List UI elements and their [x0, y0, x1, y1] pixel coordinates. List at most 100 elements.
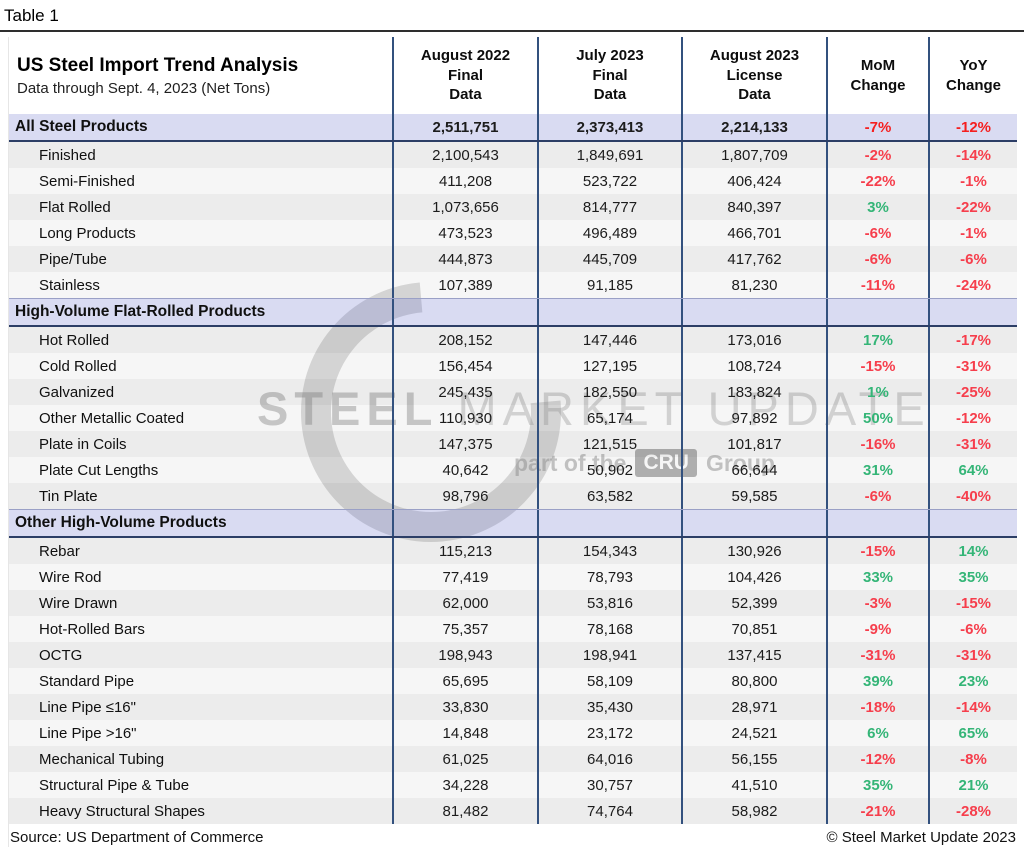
product-label: OCTG: [9, 642, 394, 668]
product-label: Galvanized: [9, 379, 394, 405]
value-cell: 64,016: [539, 746, 683, 772]
value-cell: 445,709: [539, 246, 683, 272]
table-row: Plate Cut Lengths 40,642 50,902 66,644 31% 64…: [9, 457, 1017, 483]
value-cell: 78,168: [539, 616, 683, 642]
product-label: All Steel Products: [9, 114, 394, 140]
percent-change-cell: 14%: [958, 542, 989, 560]
percent-change-cell: 3%: [828, 194, 930, 220]
table-row: Flat Rolled 1,073,656 814,777 840,397 3% -22%: [9, 194, 1017, 220]
percent-change-cell: -6%: [828, 483, 930, 509]
value-cell: 63,582: [539, 483, 683, 509]
value-cell: 104,426: [683, 564, 828, 590]
value-cell: 198,941: [539, 642, 683, 668]
product-label: Line Pipe ≤16": [9, 694, 394, 720]
value-cell: 182,550: [539, 379, 683, 405]
value-cell: 58,982: [683, 798, 828, 824]
value-cell: 91,185: [539, 272, 683, 298]
column-header: August 2023 License Data: [683, 37, 828, 114]
percent-change-cell: -15%: [828, 353, 930, 379]
percent-change-cell: -22%: [828, 168, 930, 194]
copyright-note: © Steel Market Update 2023: [826, 829, 1017, 846]
product-label: Tin Plate: [9, 483, 394, 509]
value-cell: 65,695: [394, 668, 539, 694]
percent-change-cell: -11%: [828, 272, 930, 298]
percent-change-cell: 31%: [828, 457, 930, 483]
column-header: MoM Change: [828, 37, 930, 114]
product-label: Wire Rod: [9, 564, 394, 590]
value-cell: 173,016: [683, 327, 828, 353]
value-cell: [683, 510, 828, 536]
column-header: July 2023 Final Data: [539, 37, 683, 114]
percent-change-cell: -28%: [955, 802, 992, 820]
percent-change-cell: [828, 299, 930, 325]
product-label: Plate Cut Lengths: [9, 457, 394, 483]
value-cell: 147,375: [394, 431, 539, 457]
value-cell: 75,357: [394, 616, 539, 642]
product-label: Other Metallic Coated: [9, 405, 394, 431]
value-cell: 183,824: [683, 379, 828, 405]
percent-change-cell: -6%: [828, 220, 930, 246]
value-cell: 110,930: [394, 405, 539, 431]
percent-change-cell: -21%: [828, 798, 930, 824]
percent-change-cell: -17%: [955, 331, 992, 349]
value-cell: 466,701: [683, 220, 828, 246]
value-cell: 59,585: [683, 483, 828, 509]
percent-change-cell: -14%: [955, 146, 992, 164]
table-row: OCTG 198,943 198,941 137,415 -31% -31%: [9, 642, 1017, 668]
percent-change-cell: -31%: [955, 646, 992, 664]
value-cell: 198,943: [394, 642, 539, 668]
value-cell: 814,777: [539, 194, 683, 220]
percent-change-cell: -31%: [955, 435, 992, 453]
value-cell: 245,435: [394, 379, 539, 405]
percent-change-cell: 65%: [958, 724, 989, 742]
table-footer-row: Source: US Department of Commerce © Stee…: [9, 824, 1017, 847]
table-subtitle: Data through Sept. 4, 2023 (Net Tons): [17, 79, 271, 97]
value-cell: 154,343: [539, 538, 683, 564]
percent-change-cell: -6%: [960, 620, 987, 638]
percent-change-cell: 64%: [958, 461, 989, 479]
section-header-row: High-Volume Flat-Rolled Products: [9, 298, 1017, 327]
table-row: Semi-Finished 411,208 523,722 406,424 -22% -1…: [9, 168, 1017, 194]
value-cell: 53,816: [539, 590, 683, 616]
table-row: Wire Drawn 62,000 53,816 52,399 -3% -15%: [9, 590, 1017, 616]
product-label: Finished: [9, 142, 394, 168]
percent-change-cell: -3%: [828, 590, 930, 616]
percent-change-cell: [828, 510, 930, 536]
value-cell: 127,195: [539, 353, 683, 379]
product-label: Other High-Volume Products: [9, 510, 394, 536]
value-cell: 147,446: [539, 327, 683, 353]
percent-change-cell: 35%: [828, 772, 930, 798]
value-cell: 2,373,413: [539, 114, 683, 140]
product-label: Cold Rolled: [9, 353, 394, 379]
percent-change-cell: 39%: [828, 668, 930, 694]
value-cell: 406,424: [683, 168, 828, 194]
value-cell: 2,511,751: [394, 114, 539, 140]
percent-change-cell: -12%: [955, 409, 992, 427]
percent-change-cell: 33%: [828, 564, 930, 590]
value-cell: 97,892: [683, 405, 828, 431]
percent-change-cell: -15%: [955, 594, 992, 612]
percent-change-cell: -40%: [955, 487, 992, 505]
section-header-row: Other High-Volume Products: [9, 509, 1017, 538]
table-row: Galvanized 245,435 182,550 183,824 1% -25%: [9, 379, 1017, 405]
steel-import-table: STEEL MARKET UPDATE part of the CRU Grou…: [8, 37, 1017, 847]
value-cell: 208,152: [394, 327, 539, 353]
percent-change-cell: -25%: [955, 383, 992, 401]
value-cell: 417,762: [683, 246, 828, 272]
value-cell: 411,208: [394, 168, 539, 194]
table-row: Structural Pipe & Tube 34,228 30,757 41,510…: [9, 772, 1017, 798]
product-label: Semi-Finished: [9, 168, 394, 194]
value-cell: 1,807,709: [683, 142, 828, 168]
column-header: August 2022 Final Data: [394, 37, 539, 114]
value-cell: 81,482: [394, 798, 539, 824]
product-label: Mechanical Tubing: [9, 746, 394, 772]
value-cell: 2,214,133: [683, 114, 828, 140]
percent-change-cell: -1%: [960, 224, 987, 242]
value-cell: 496,489: [539, 220, 683, 246]
percent-change-cell: -31%: [955, 357, 992, 375]
value-cell: 23,172: [539, 720, 683, 746]
percent-change-cell: 23%: [958, 672, 989, 690]
table-row: Line Pipe ≤16" 33,830 35,430 28,971 -18% -14%: [9, 694, 1017, 720]
value-cell: 40,642: [394, 457, 539, 483]
value-cell: 1,073,656: [394, 194, 539, 220]
